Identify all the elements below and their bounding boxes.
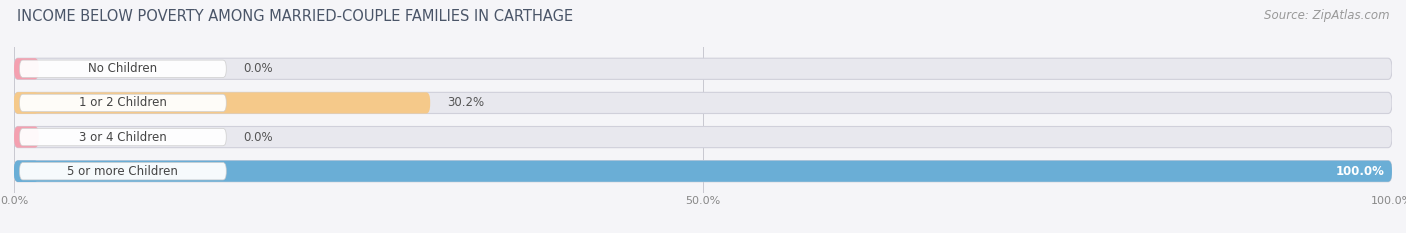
FancyBboxPatch shape [14,127,39,148]
FancyBboxPatch shape [20,60,226,77]
FancyBboxPatch shape [14,92,39,113]
Text: 1 or 2 Children: 1 or 2 Children [79,96,167,110]
FancyBboxPatch shape [14,58,1392,79]
Text: 100.0%: 100.0% [1336,165,1385,178]
FancyBboxPatch shape [14,161,1392,182]
FancyBboxPatch shape [14,92,1392,113]
FancyBboxPatch shape [20,128,226,146]
Text: 0.0%: 0.0% [243,62,273,75]
Text: No Children: No Children [89,62,157,75]
Text: INCOME BELOW POVERTY AMONG MARRIED-COUPLE FAMILIES IN CARTHAGE: INCOME BELOW POVERTY AMONG MARRIED-COUPL… [17,9,574,24]
FancyBboxPatch shape [14,161,1392,182]
Text: 5 or more Children: 5 or more Children [67,165,179,178]
Text: 0.0%: 0.0% [243,130,273,144]
FancyBboxPatch shape [20,94,226,112]
FancyBboxPatch shape [14,127,1392,148]
FancyBboxPatch shape [14,58,39,79]
Text: 30.2%: 30.2% [447,96,484,110]
FancyBboxPatch shape [14,92,430,113]
FancyBboxPatch shape [20,163,226,180]
FancyBboxPatch shape [14,161,39,182]
Text: 3 or 4 Children: 3 or 4 Children [79,130,167,144]
Text: Source: ZipAtlas.com: Source: ZipAtlas.com [1264,9,1389,22]
